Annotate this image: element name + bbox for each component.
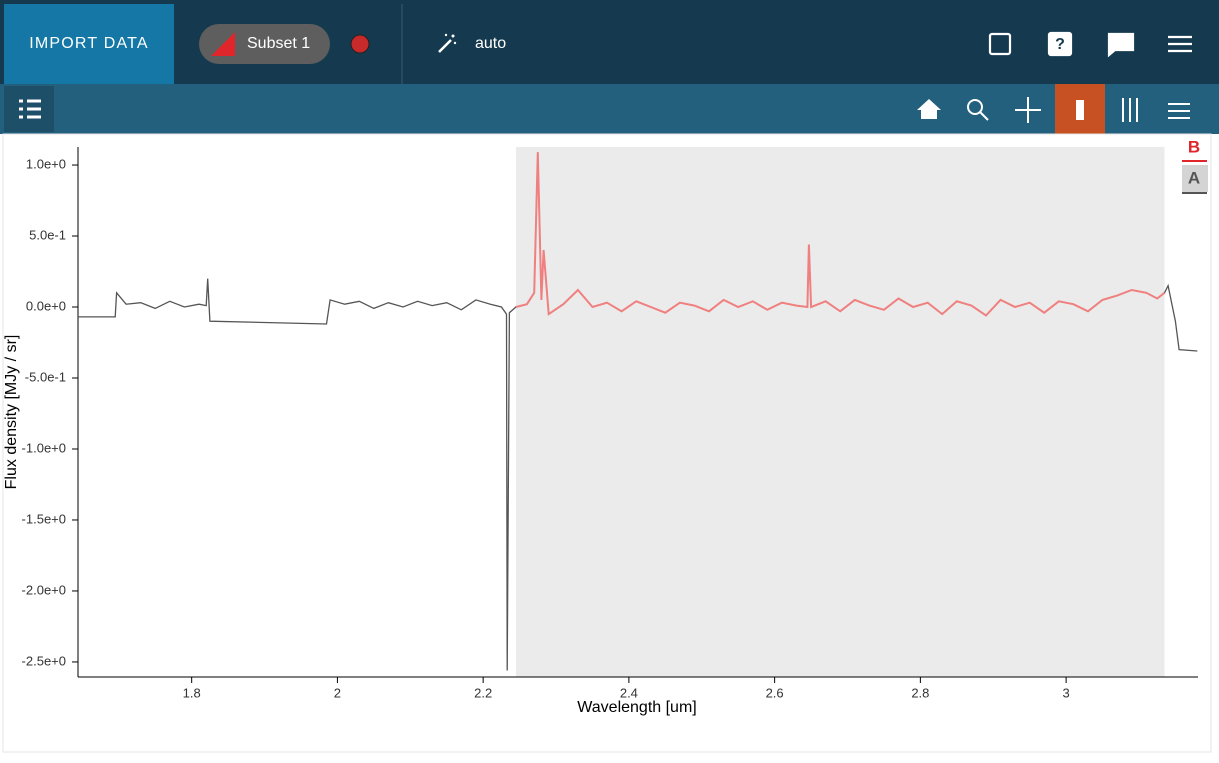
y-tick-label: -2.0e+0	[22, 582, 66, 597]
home-tool[interactable]	[917, 99, 941, 119]
layer-label[interactable]: B	[1188, 137, 1200, 156]
x-tick-label: 2.2	[474, 685, 492, 700]
range-tool[interactable]	[1122, 98, 1138, 122]
x-tick-label: 1.8	[183, 685, 201, 700]
x-tick-label: 2.4	[620, 685, 638, 700]
y-tick-label: 0.0e+0	[26, 298, 66, 313]
import-button[interactable]	[4, 4, 174, 84]
subset-icon	[211, 32, 235, 56]
subset-region	[515, 147, 1165, 677]
spectrum-line	[515, 152, 1166, 317]
mode-label: auto	[475, 35, 506, 52]
y-tick-label: -2.5e+0	[22, 653, 66, 668]
zoom-tool[interactable]	[967, 99, 983, 115]
top-bar	[0, 0, 1219, 84]
layer-label[interactable]: A	[1188, 168, 1200, 187]
select-icon	[1076, 100, 1084, 120]
y-tick-label: -1.0e+0	[22, 440, 66, 455]
menu-icon[interactable]	[1168, 35, 1192, 53]
x-tick-label: 2	[334, 685, 341, 700]
import-label: IMPORT DATA	[29, 35, 149, 52]
feedback-icon[interactable]	[1107, 32, 1135, 58]
list-icon	[19, 99, 41, 119]
x-tick-label: 3	[1062, 685, 1069, 700]
wand-icon[interactable]	[438, 33, 457, 53]
pan-tool[interactable]	[1015, 97, 1041, 123]
x-tick-label: 2.6	[766, 685, 784, 700]
x-tick-label: 2.8	[911, 685, 929, 700]
y-tick-label: -5.0e-1	[25, 369, 66, 384]
subset-label: Subset 1	[247, 35, 310, 52]
y-tick-label: -1.5e+0	[22, 511, 66, 526]
layer-a-bg[interactable]	[1182, 165, 1208, 192]
y-tick-label: 5.0e-1	[29, 227, 66, 242]
subset-color[interactable]	[350, 34, 370, 54]
export-icon[interactable]	[988, 32, 1012, 56]
y-tick-label: 1.0e+0	[26, 156, 66, 171]
help-icon[interactable]	[1047, 31, 1073, 57]
y-axis-label: Flux density [MJy / sr]	[3, 335, 20, 490]
plot: 1.0e+0 5.0e-1 0.0e+0 -5.0e-1 -1.0e+0 -1.5e+0 -…	[22, 147, 1198, 700]
x-axis-label: Wavelength [um]	[577, 699, 696, 716]
settings-tool[interactable]	[1168, 103, 1190, 119]
help-mark: ?	[1055, 36, 1065, 53]
